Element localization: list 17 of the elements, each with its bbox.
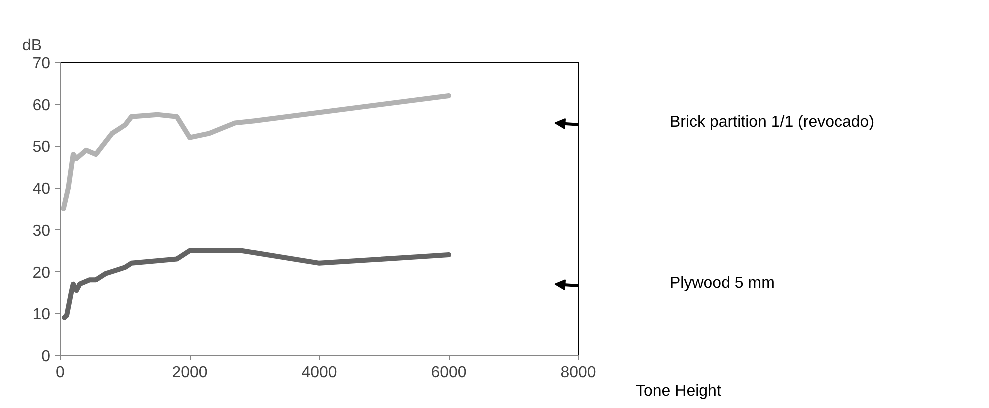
text: Plywood 5 mm (670, 274, 775, 294)
x-tick-label: 2000 (172, 364, 208, 382)
x-tick-label: 8000 (560, 364, 596, 382)
y-tick-label: 60 (32, 97, 51, 114)
x-axis-title: Tone Height (636, 382, 722, 402)
y-tick-label: 10 (32, 306, 51, 324)
y-tick-label: 0 (42, 348, 51, 366)
x-tick-label: 4000 (302, 364, 338, 382)
y-axis-title: dB (22, 38, 42, 54)
y-tick-label: 50 (32, 139, 51, 156)
y-tick-label: 30 (32, 222, 51, 240)
x-tick-label: 6000 (431, 364, 467, 382)
y-tick-label: 20 (32, 264, 51, 282)
y-tick-label: 40 (32, 181, 51, 198)
y-tick-label: 70 (32, 56, 51, 72)
x-tick-label: 0 (56, 364, 66, 382)
text: Brick partition 1/1 (revocado) (670, 113, 875, 133)
